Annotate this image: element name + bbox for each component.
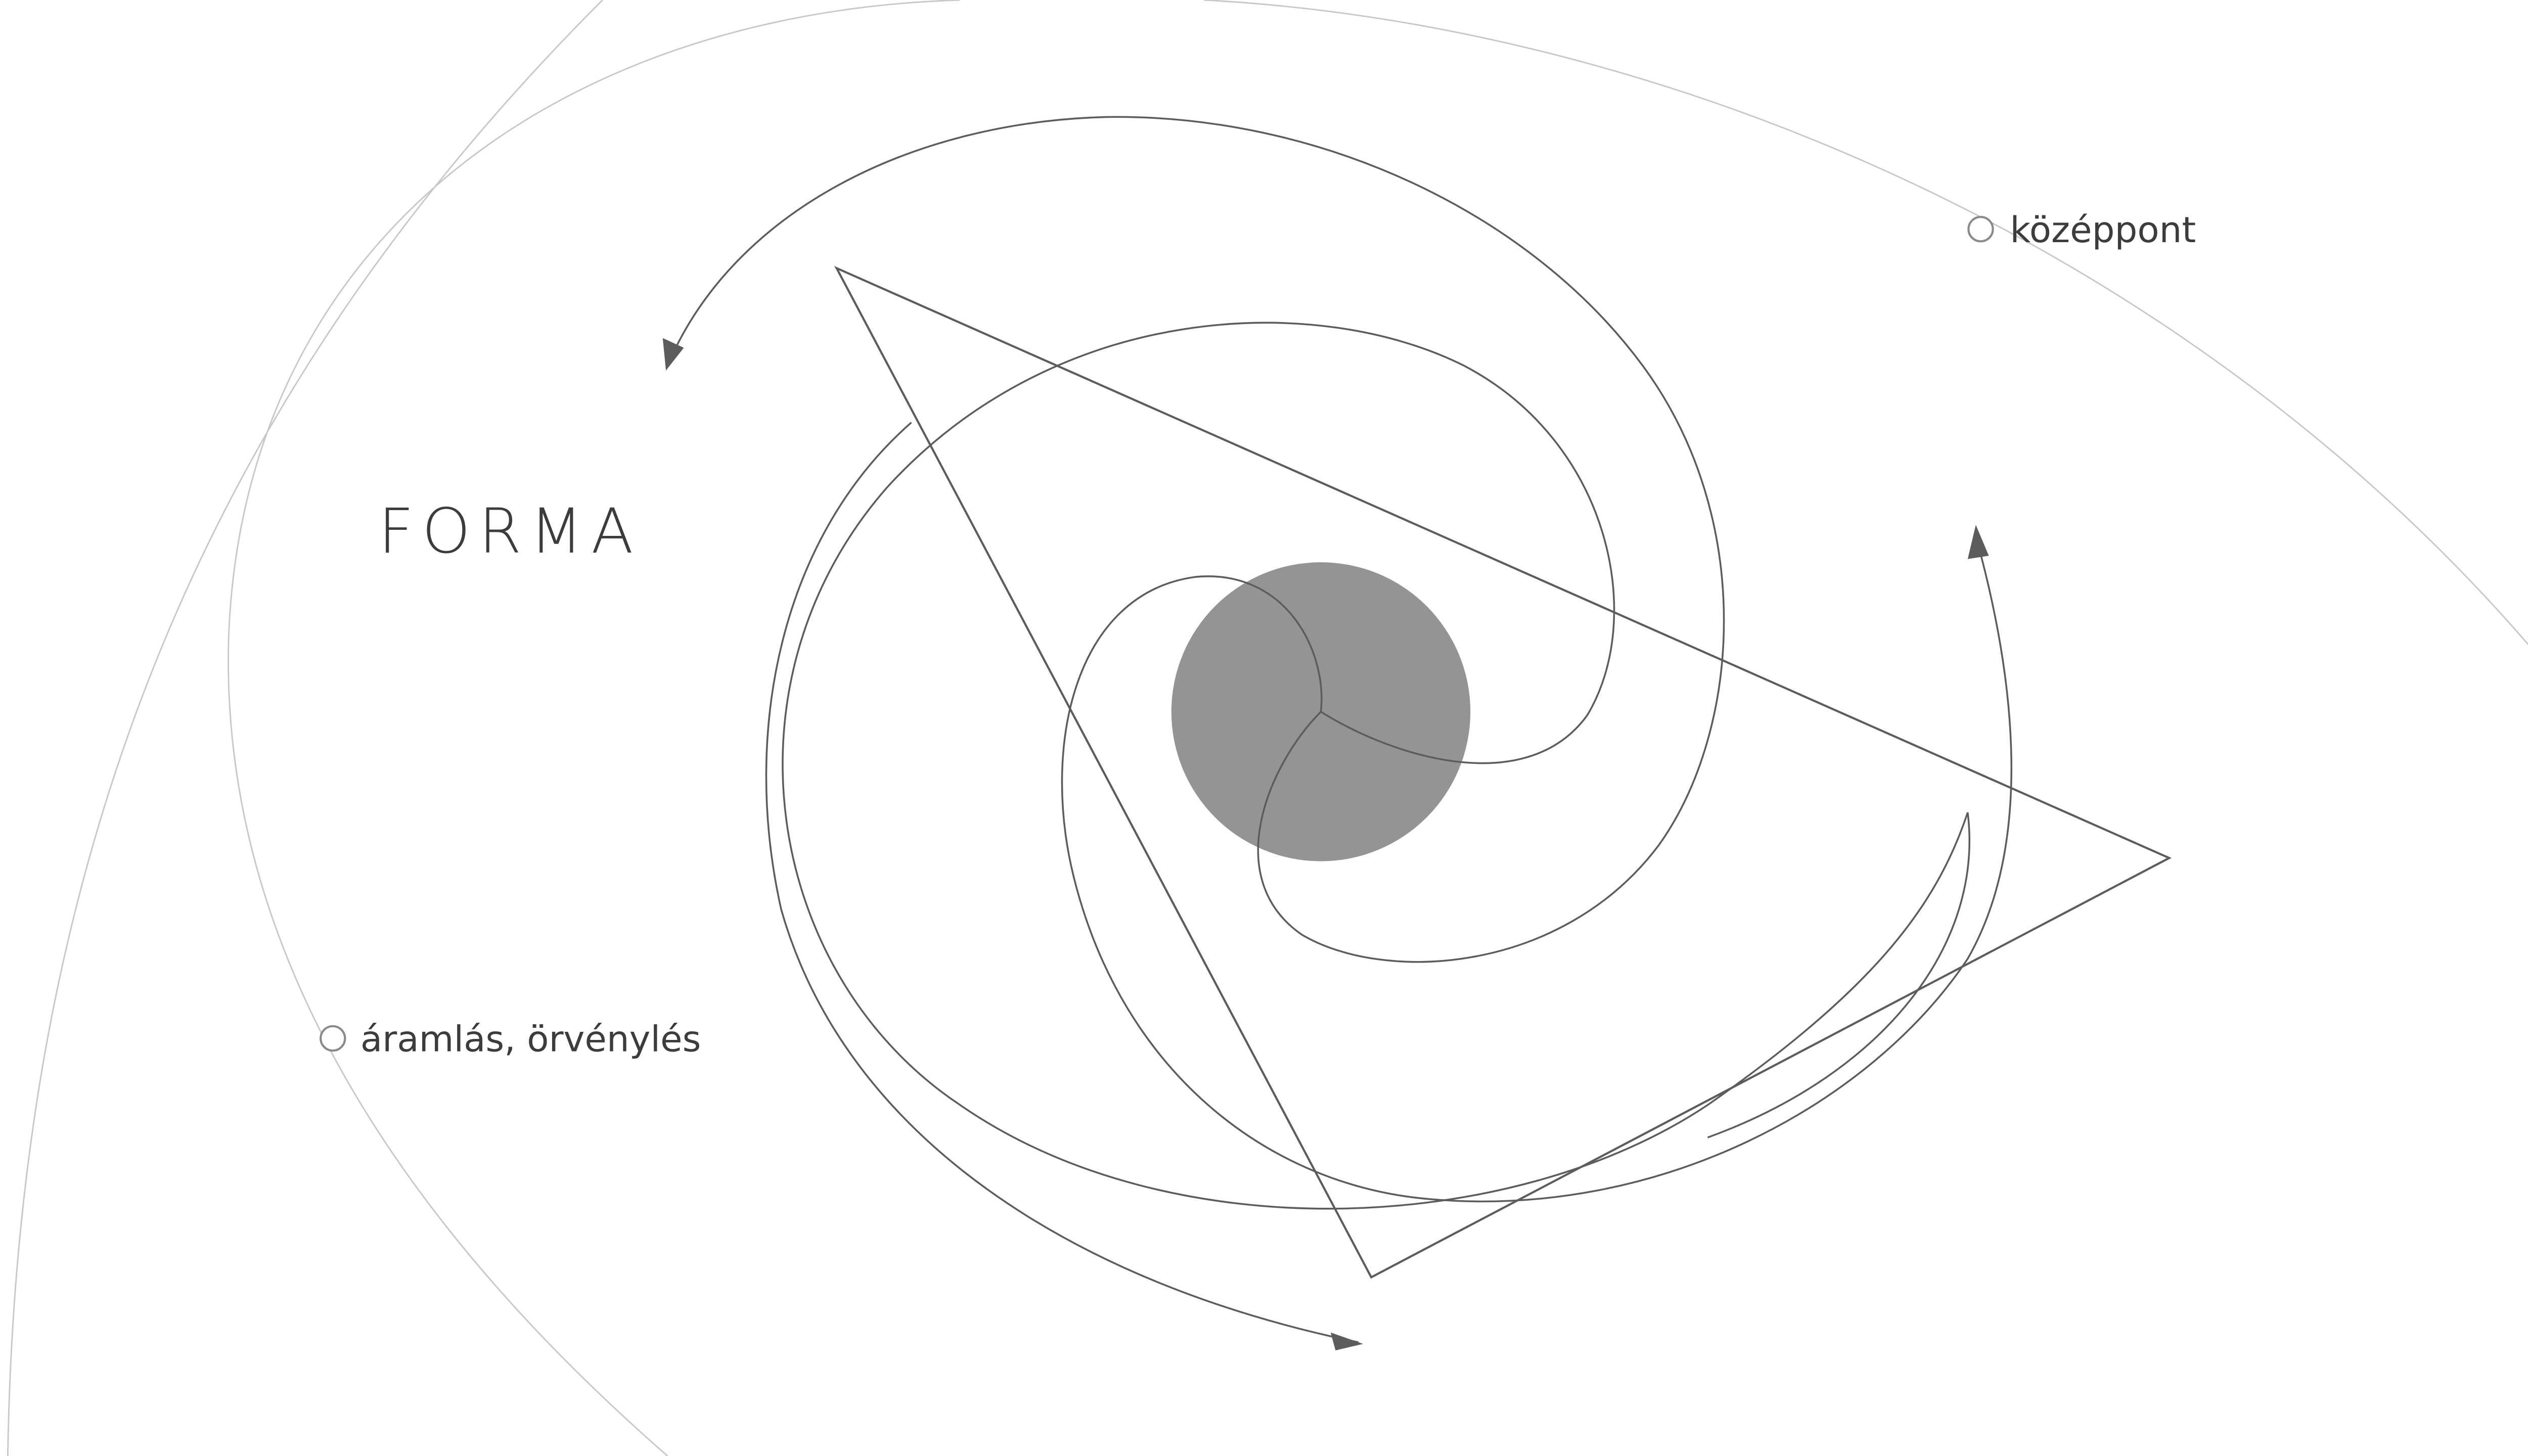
diagram-title: FORMA — [378, 495, 642, 567]
flow-label-text: áramlás, örvénylés — [360, 1018, 701, 1060]
center-label-marker — [1967, 216, 1994, 243]
arrow-head-top-left — [662, 338, 684, 371]
spiral — [666, 116, 2012, 1343]
spiral-arm-outer — [765, 422, 1359, 1343]
outer-guide-curves — [7, 0, 2528, 1456]
outer-guide-arc-top — [228, 0, 960, 1456]
spiral-arm-1 — [782, 322, 1970, 1210]
center-label: középpont — [1967, 209, 2196, 251]
outer-guide-arc-left — [7, 0, 603, 1456]
arrow-heads — [662, 338, 1989, 1351]
spiral-arm-3 — [1061, 536, 2012, 1203]
spiral-arm-2 — [666, 116, 1725, 963]
outer-guide-arc-right — [1203, 0, 2528, 646]
arrow-head-right — [1967, 525, 1989, 559]
center-label-text: középpont — [2010, 209, 2196, 251]
flow-label-marker — [320, 1025, 346, 1052]
triangle-shape — [834, 266, 2172, 1279]
flow-label: áramlás, örvénylés — [320, 1018, 701, 1060]
arrow-head-bottom — [1330, 1332, 1364, 1351]
